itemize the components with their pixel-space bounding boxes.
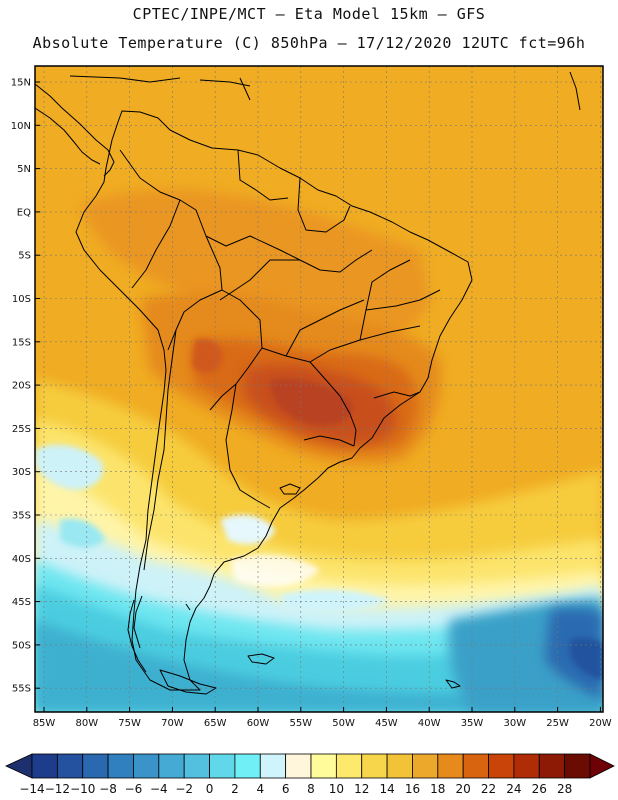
lon-label: 65W [204,718,227,729]
colorbar-swatch [412,753,439,779]
lat-label: 45S [12,597,31,608]
colorbar-tick-label: 22 [481,782,496,796]
lon-label: 70W [161,718,184,729]
colorbar-underflow-arrow [5,753,33,779]
colorbar-swatch [158,753,185,779]
latitude-labels: 15N 10N 5N EQ 5S 10S 15S 20S 25S 30S 35S 40S 45S 50S 5… [11,78,40,695]
colorbar-tick-label: 16 [405,782,420,796]
lat-label: 15S [12,337,31,348]
lat-label: 15N [11,78,31,89]
colorbar-tick-label: 4 [256,782,264,796]
lat-label: 40S [12,554,31,565]
lon-label: 60W [247,718,270,729]
lat-label: 10N [11,121,31,132]
coastlines-and-borders [35,71,581,695]
colorbar-tick-label: −4 [150,782,168,796]
colorbar-tick-label: 20 [456,782,471,796]
colorbar-swatch [361,753,388,779]
colorbar-tick-label: 8 [307,782,315,796]
colorbar-swatch [56,753,84,779]
colorbar-tick-label: 28 [557,782,572,796]
map-title-line-1: CPTEC/INPE/MCT – Eta Model 15km – GFS [132,5,486,23]
colorbar-swatch [513,753,540,779]
colorbar-swatch [209,753,236,779]
lat-label: 20S [12,381,31,392]
colorbar-tick-label: −2 [175,782,193,796]
colorbar-tick-label: 26 [532,782,547,796]
lat-label: EQ [17,207,31,218]
lon-label: 25W [546,718,569,729]
colorbar-swatch [31,753,58,779]
colorbar-swatch [488,753,515,779]
colorbar-tick-label: −14 [19,782,44,796]
colorbar-swatch [107,753,134,779]
colorbar-swatch [564,753,591,779]
lat-label: 55S [12,684,31,695]
colorbar-tick-label: 6 [282,782,290,796]
colorbar-tick-label: −10 [70,782,95,796]
map-frame [34,65,604,713]
lat-label: 30S [12,467,31,478]
lat-label: 10S [12,294,31,305]
lat-label: 5S [18,251,31,262]
lon-label: 75W [118,718,141,729]
lon-label: 40W [418,718,441,729]
colorbar-swatch [234,753,261,779]
colorbar-tick-label: −6 [125,782,143,796]
lat-label: 50S [12,640,31,651]
colorbar-tick-label: 18 [430,782,445,796]
lon-label: 45W [375,718,398,729]
temperature-field [35,66,603,712]
colorbar-tick-label: 2 [231,782,239,796]
colorbar-swatch [310,753,337,779]
lat-label: 5N [17,164,31,175]
colorbar-swatch [259,753,287,779]
colorbar-swatch [285,753,312,779]
colorbar-swatch [538,753,566,779]
lon-label: 85W [33,718,56,729]
colorbar-swatch [437,753,464,779]
lon-label: 55W [289,718,312,729]
colorbar-tick-label: 0 [206,782,214,796]
lat-label: 35S [12,511,31,522]
lon-label: 50W [332,718,355,729]
colorbar-swatch [82,753,109,779]
colorbar-tick-label: −8 [99,782,117,796]
lon-label: 80W [75,718,98,729]
map-title-line-2: Absolute Temperature (C) 850hPa – 17/12/… [32,34,586,52]
lon-label: 20W [589,718,612,729]
colorbar-swatch [183,753,210,779]
colorbar-swatch [133,753,160,779]
colorbar-tick-label: 10 [329,782,344,796]
lon-label: 35W [461,718,484,729]
lon-label: 30W [503,718,526,729]
colorbar-swatch [386,753,413,779]
lat-label: 25S [12,424,31,435]
longitude-labels: 85W 80W 75W 70W 65W 60W 55W 50W 45W 40W 35W 30W 25W 2… [33,707,612,729]
colorbar-overflow-arrow [589,753,615,779]
colorbar-swatch [462,753,489,779]
colorbar-tick-label: 24 [506,782,521,796]
temperature-colorbar: −14 −12 −10 −8 −6 −4 −2 0 2 4 6 8 10 12 14 16 18 20 22 24 26… [5,753,615,796]
colorbar-swatch [335,753,363,779]
colorbar-tick-label: −12 [45,782,70,796]
colorbar-tick-label: 14 [379,782,394,796]
colorbar-tick-label: 12 [354,782,369,796]
